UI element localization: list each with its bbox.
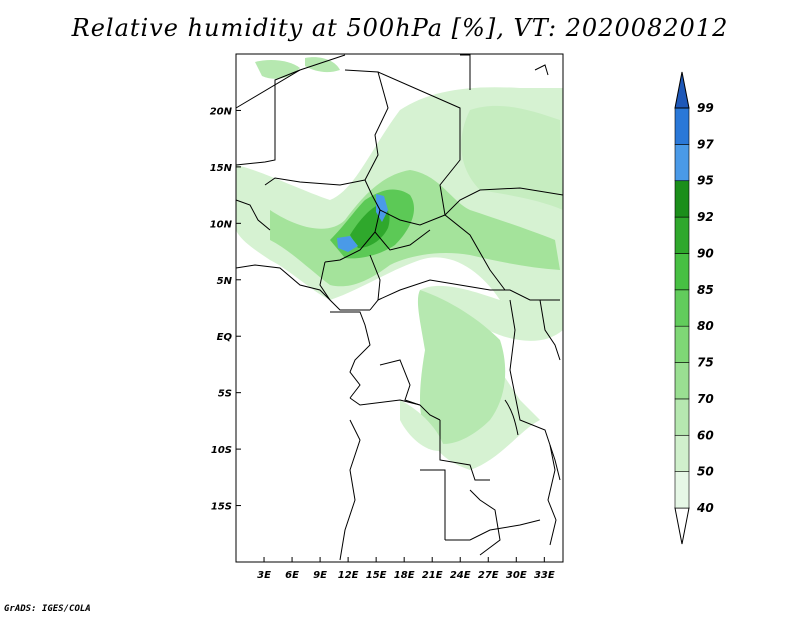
colorbar: 40 50 60 70 75 80 85 90 92 95 97 99 <box>674 71 714 545</box>
humidity-patch-saturated-2 <box>337 236 358 252</box>
y-axis: 20N 15N 10N 5N EQ 5S 10S 15S <box>210 106 241 513</box>
y-tick-label: 15S <box>211 502 232 513</box>
map-title: Relative humidity at 500hPa [%], VT: 202… <box>71 14 729 42</box>
y-tick-label: 15N <box>210 163 233 174</box>
x-tick-label: 33E <box>534 570 555 581</box>
y-tick-label: 10N <box>210 219 233 230</box>
humidity-patch-north <box>461 105 563 210</box>
x-tick-label: 6E <box>285 570 299 581</box>
x-tick-label: 30E <box>506 570 527 581</box>
humidity-field <box>236 57 563 470</box>
humidity-patch-nw <box>255 60 300 79</box>
colorbar-swatch <box>674 144 690 182</box>
x-tick-label: 9E <box>313 570 327 581</box>
country-borders <box>235 54 564 561</box>
x-tick-label: 27E <box>478 570 499 581</box>
colorbar-swatch <box>674 471 690 509</box>
humidity-patch-sw <box>400 400 445 451</box>
colorbar-label: 90 <box>697 246 714 260</box>
colorbar-swatch <box>674 325 690 363</box>
colorbar-swatch <box>674 107 690 145</box>
colorbar-swatch <box>674 180 690 218</box>
x-tick-label: 24E <box>450 570 471 581</box>
colorbar-label: 80 <box>697 319 714 333</box>
y-tick-label: 5S <box>218 389 232 400</box>
colorbar-swatch <box>674 253 690 291</box>
x-tick-label: 18E <box>394 570 415 581</box>
y-tick-label: 10S <box>211 445 232 456</box>
humidity-patch-mid <box>270 170 560 287</box>
colorbar-label: 70 <box>697 392 714 406</box>
x-tick-label: 3E <box>257 570 271 581</box>
colorbar-swatch <box>674 434 690 472</box>
colorbar-low-arrow <box>674 507 690 545</box>
colorbar-label: 85 <box>697 283 714 297</box>
colorbar-swatch <box>674 362 690 400</box>
footer-credit: GrADS: IGES/COLA <box>4 604 91 614</box>
colorbar-label: 40 <box>696 501 714 515</box>
colorbar-label: 99 <box>697 101 714 115</box>
colorbar-label: 50 <box>697 465 714 479</box>
x-tick-label: 12E <box>338 570 359 581</box>
colorbar-high-arrow <box>674 71 690 109</box>
map-frame <box>235 53 564 563</box>
x-tick-label: 21E <box>422 570 443 581</box>
humidity-patch-top <box>305 57 340 73</box>
x-axis: 3E 6E 9E 12E 15E 18E 21E 24E 27E 30E 33E <box>257 557 555 581</box>
y-tick-label: EQ <box>217 332 233 343</box>
y-tick-label: 20N <box>210 106 233 117</box>
colorbar-swatch <box>674 289 690 327</box>
x-tick-label: 15E <box>366 570 387 581</box>
colorbar-label: 75 <box>697 356 714 370</box>
colorbar-swatch <box>674 216 690 254</box>
colorbar-swatch <box>674 398 690 436</box>
y-tick-label: 5N <box>217 276 233 287</box>
colorbar-label: 60 <box>697 428 714 442</box>
colorbar-label: 92 <box>697 210 714 224</box>
colorbar-label: 97 <box>697 137 714 151</box>
colorbar-label: 95 <box>697 174 714 188</box>
humidity-patch-south <box>417 290 506 444</box>
